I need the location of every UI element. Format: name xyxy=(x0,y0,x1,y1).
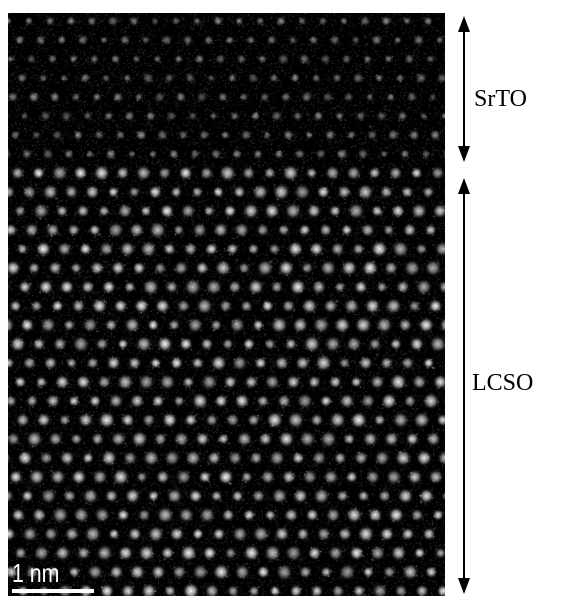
scale-bar-label: 1 nm xyxy=(12,558,60,588)
scale-bar-line xyxy=(12,589,94,593)
lcso-label: LCSO xyxy=(472,370,534,396)
lcso-double-arrow xyxy=(458,178,470,594)
scale-bar: 1 nm xyxy=(12,560,102,594)
stem-micrograph xyxy=(8,13,445,596)
srto-double-arrow xyxy=(458,16,470,162)
srto-label: SrTO xyxy=(474,86,527,112)
region-arrows xyxy=(458,16,470,594)
